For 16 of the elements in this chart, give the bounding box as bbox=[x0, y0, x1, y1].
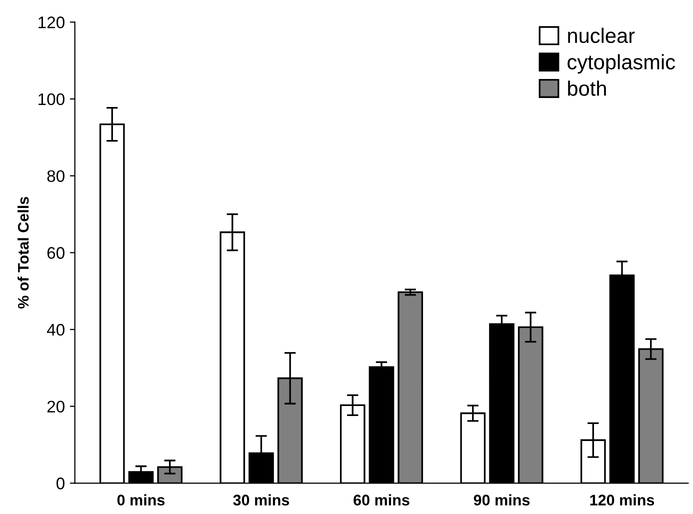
legend-label: cytoplasmic bbox=[568, 54, 675, 74]
y-tick-label: 120 bbox=[38, 16, 64, 28]
y-axis-title: % of Total Cells bbox=[18, 196, 29, 309]
y-tick-label: 20 bbox=[47, 400, 64, 413]
x-tick-label: 60 mins bbox=[354, 494, 410, 506]
y-tick-label: 0 bbox=[56, 478, 64, 490]
x-tick-label: 0 mins bbox=[117, 494, 165, 506]
legend-label: both bbox=[568, 80, 606, 96]
x-tick-label: 90 mins bbox=[474, 494, 530, 506]
y-tick-label: 60 bbox=[47, 247, 64, 259]
legend-label: nuclear bbox=[568, 28, 635, 44]
x-tick-label: 30 mins bbox=[233, 494, 290, 506]
y-tick-label: 40 bbox=[46, 324, 64, 336]
y-tick-label: 80 bbox=[47, 170, 64, 182]
y-tick-label: 100 bbox=[38, 93, 64, 106]
x-tick-label: 120 mins bbox=[590, 494, 654, 506]
